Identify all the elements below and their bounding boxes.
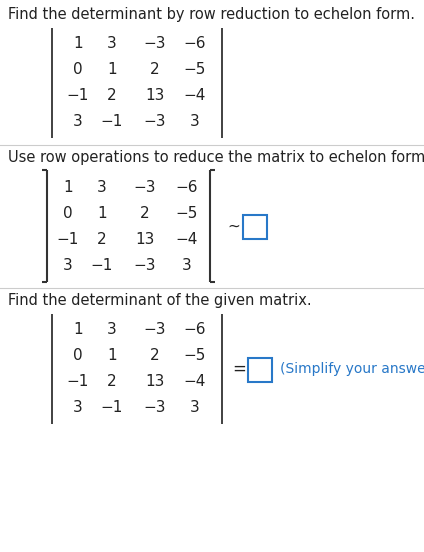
Text: −1: −1 bbox=[101, 114, 123, 130]
Text: −6: −6 bbox=[184, 322, 206, 337]
Text: Use row operations to reduce the matrix to echelon form.: Use row operations to reduce the matrix … bbox=[8, 150, 424, 165]
Text: 13: 13 bbox=[145, 88, 165, 104]
Text: −3: −3 bbox=[144, 114, 166, 130]
Text: −1: −1 bbox=[57, 231, 79, 247]
Text: (Simplify your answer.): (Simplify your answer.) bbox=[280, 362, 424, 376]
Text: −1: −1 bbox=[101, 401, 123, 416]
Text: 1: 1 bbox=[107, 348, 117, 364]
Text: 2: 2 bbox=[140, 205, 150, 220]
Text: −6: −6 bbox=[184, 36, 206, 51]
Text: 1: 1 bbox=[73, 322, 83, 337]
Text: 2: 2 bbox=[97, 231, 107, 247]
Text: −3: −3 bbox=[144, 36, 166, 51]
Text: −3: −3 bbox=[144, 401, 166, 416]
Text: 2: 2 bbox=[150, 62, 160, 77]
Text: −4: −4 bbox=[176, 231, 198, 247]
Text: 3: 3 bbox=[190, 401, 200, 416]
Text: 2: 2 bbox=[107, 88, 117, 104]
Text: −1: −1 bbox=[67, 374, 89, 390]
Text: 13: 13 bbox=[145, 374, 165, 390]
Text: 3: 3 bbox=[73, 401, 83, 416]
Text: =: = bbox=[232, 360, 246, 378]
Text: 0: 0 bbox=[73, 62, 83, 77]
Text: 2: 2 bbox=[150, 348, 160, 364]
Text: 3: 3 bbox=[190, 114, 200, 130]
Text: −3: −3 bbox=[134, 179, 156, 194]
Text: −6: −6 bbox=[176, 179, 198, 194]
Text: 3: 3 bbox=[63, 257, 73, 273]
Bar bbox=[248, 358, 272, 382]
Text: 3: 3 bbox=[182, 257, 192, 273]
Text: Find the determinant of the given matrix.: Find the determinant of the given matrix… bbox=[8, 293, 312, 308]
Text: 13: 13 bbox=[135, 231, 155, 247]
Text: 3: 3 bbox=[73, 114, 83, 130]
Text: −1: −1 bbox=[67, 88, 89, 104]
Text: 0: 0 bbox=[73, 348, 83, 364]
Text: 2: 2 bbox=[107, 374, 117, 390]
Text: 1: 1 bbox=[97, 205, 107, 220]
Text: 0: 0 bbox=[63, 205, 73, 220]
Text: −4: −4 bbox=[184, 374, 206, 390]
Text: 1: 1 bbox=[73, 36, 83, 51]
Text: 3: 3 bbox=[97, 179, 107, 194]
Text: −5: −5 bbox=[184, 348, 206, 364]
Text: −5: −5 bbox=[176, 205, 198, 220]
Text: −3: −3 bbox=[134, 257, 156, 273]
Text: 3: 3 bbox=[107, 36, 117, 51]
Bar bbox=[243, 215, 267, 239]
Text: −3: −3 bbox=[144, 322, 166, 337]
Text: −1: −1 bbox=[91, 257, 113, 273]
Text: −4: −4 bbox=[184, 88, 206, 104]
Text: 3: 3 bbox=[107, 322, 117, 337]
Text: 1: 1 bbox=[107, 62, 117, 77]
Text: Find the determinant by row reduction to echelon form.: Find the determinant by row reduction to… bbox=[8, 7, 415, 22]
Text: ~: ~ bbox=[227, 219, 240, 233]
Text: −5: −5 bbox=[184, 62, 206, 77]
Text: 1: 1 bbox=[63, 179, 73, 194]
